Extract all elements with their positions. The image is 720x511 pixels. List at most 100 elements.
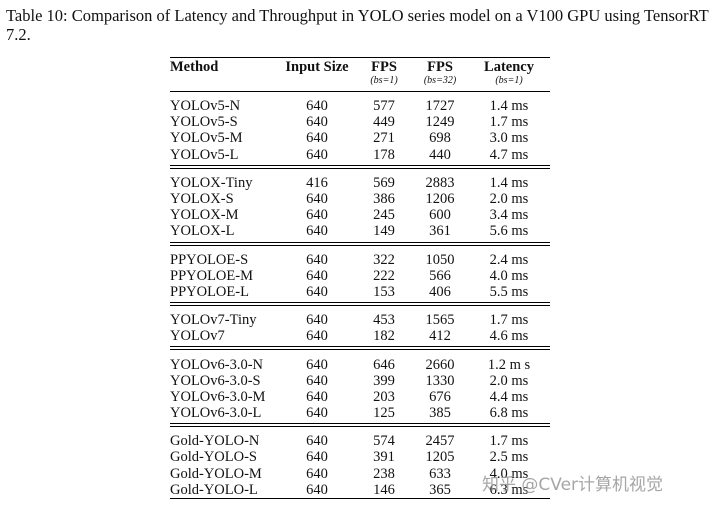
- header-fps-bs1-sub: (bs=1): [370, 75, 398, 86]
- latency-cell: 4.7 ms: [468, 146, 550, 166]
- latency-cell: 1.7 ms: [489, 312, 529, 329]
- group-separator: [170, 346, 550, 351]
- fps-bs1-cell: 153: [356, 283, 412, 304]
- method-cell: Gold-YOLO-L: [170, 481, 278, 499]
- latency-cell: 1.4 ms: [489, 98, 529, 115]
- fps-bs32-cell: 600: [429, 207, 451, 224]
- fps-bs1-cell: 453: [373, 312, 395, 329]
- latency-cell: 2.0 ms: [489, 372, 529, 389]
- watermark: 知乎 @CVer计算机视觉: [482, 475, 664, 495]
- latency-cell: 1.7 ms: [489, 433, 529, 450]
- fps-bs1-cell: 125: [356, 405, 412, 425]
- method-cell: Gold-YOLO-M: [170, 465, 262, 482]
- group-separator-line: [170, 302, 550, 307]
- latency-cell: 2.0 ms: [489, 191, 529, 208]
- method-cell: YOLOX-Tiny: [170, 174, 253, 191]
- latency-cell: 6.8 ms: [468, 405, 550, 425]
- header-fps-bs32-sub: (bs=32): [423, 75, 457, 86]
- fps-bs1-cell: 222: [373, 267, 395, 284]
- latency-cell: 3.0 ms: [489, 130, 529, 147]
- table-row: Gold-YOLO-N 640 574 2457 1.7 ms: [170, 427, 550, 450]
- fps-bs32-cell: 1727: [425, 98, 455, 115]
- method-cell: Gold-YOLO-S: [170, 449, 257, 466]
- table-row: PPYOLOE-M 640 222 566 4.0 ms: [170, 268, 550, 284]
- input-size-cell: 640: [306, 356, 328, 373]
- input-size-cell: 640: [278, 405, 356, 425]
- table-row: YOLOX-Tiny 416 569 2883 1.4 ms: [170, 168, 550, 191]
- group-separator-line: [170, 423, 550, 428]
- table-row: YOLOv5-L 640 178 440 4.7 ms: [170, 146, 550, 166]
- header-method: Method: [170, 57, 278, 92]
- table-body: YOLOv5-N 640 577 1727 1.4 ms YOLOv5-S 640 449 12…: [170, 92, 550, 499]
- fps-bs1-cell: 182: [356, 328, 412, 348]
- input-size-cell: 640: [306, 388, 328, 405]
- latency-cell: 5.5 ms: [468, 283, 550, 304]
- input-size-cell: 640: [306, 251, 328, 268]
- method-cell: YOLOv7: [170, 328, 278, 348]
- table-caption: Table 10: Comparison of Latency and Thro…: [6, 6, 709, 44]
- fps-bs1-cell: 245: [373, 207, 395, 224]
- fps-bs1-cell: 203: [373, 388, 395, 405]
- fps-bs32-cell: 365: [412, 481, 468, 499]
- method-cell: YOLOv5-S: [170, 114, 238, 131]
- table-row: YOLOv7-Tiny 640 453 1565 1.7 ms: [170, 306, 550, 329]
- header-row: Method Input Size FPS (bs=1) FPS (bs=32) L…: [170, 57, 550, 92]
- table-row: YOLOv6-3.0-M 640 203 676 4.4 ms: [170, 389, 550, 405]
- fps-bs1-cell: 577: [373, 98, 395, 115]
- fps-bs1-cell: 391: [373, 449, 395, 466]
- input-size-cell: 640: [278, 328, 356, 348]
- fps-bs1-cell: 149: [356, 223, 412, 243]
- fps-bs1-cell: 238: [373, 465, 395, 482]
- input-size-cell: 640: [306, 114, 328, 131]
- fps-bs32-cell: 1050: [425, 251, 455, 268]
- method-cell: YOLOv5-N: [170, 98, 241, 115]
- fps-bs32-cell: 406: [412, 283, 468, 304]
- fps-bs32-cell: 1249: [425, 114, 455, 131]
- table-row: Gold-YOLO-S 640 391 1205 2.5 ms: [170, 449, 550, 465]
- table-row: PPYOLOE-L 640 153 406 5.5 ms: [170, 283, 550, 304]
- method-cell: YOLOv7-Tiny: [170, 312, 257, 329]
- latency-cell: 4.6 ms: [468, 328, 550, 348]
- results-table: Method Input Size FPS (bs=1) FPS (bs=32) L…: [170, 57, 550, 499]
- fps-bs1-cell: 569: [373, 174, 395, 191]
- latency-cell: 4.4 ms: [489, 388, 529, 405]
- header-fps-bs32: FPS (bs=32): [412, 57, 468, 92]
- fps-bs32-cell: 412: [412, 328, 468, 348]
- table-row: YOLOv5-M 640 271 698 3.0 ms: [170, 130, 550, 146]
- latency-cell: 4.0 ms: [489, 267, 529, 284]
- latency-cell: 1.4 ms: [489, 174, 529, 191]
- table-row: YOLOv6-3.0-S 640 399 1330 2.0 ms: [170, 373, 550, 389]
- method-cell: YOLOv6-3.0-S: [170, 372, 261, 389]
- method-cell: YOLOv6-3.0-L: [170, 405, 278, 425]
- input-size-cell: 640: [306, 433, 328, 450]
- fps-bs32-cell: 2883: [425, 174, 455, 191]
- table-row: YOLOv5-S 640 449 1249 1.7 ms: [170, 114, 550, 130]
- fps-bs1-cell: 271: [373, 130, 395, 147]
- method-cell: YOLOv6-3.0-N: [170, 356, 264, 373]
- table-row: Gold-YOLO-M 640 238 633 4.0 ms: [170, 466, 550, 482]
- group-separator: [170, 302, 550, 307]
- input-size-cell: 640: [306, 98, 328, 115]
- table-row: YOLOv6-3.0-L 640 125 385 6.8 ms: [170, 405, 550, 425]
- fps-bs1-cell: 574: [373, 433, 395, 450]
- table-row: YOLOX-L 640 149 361 5.6 ms: [170, 223, 550, 243]
- method-cell: YOLOv6-3.0-M: [170, 388, 266, 405]
- table-row: YOLOX-M 640 245 600 3.4 ms: [170, 207, 550, 223]
- fps-bs1-cell: 146: [356, 481, 412, 499]
- method-cell: PPYOLOE-S: [170, 251, 249, 268]
- group-separator-line: [170, 242, 550, 246]
- group-separator: [170, 165, 550, 169]
- fps-bs32-cell: 2457: [425, 433, 455, 450]
- latency-cell: 3.4 ms: [489, 207, 529, 224]
- table-row: YOLOv5-N 640 577 1727 1.4 ms: [170, 92, 550, 115]
- method-cell: YOLOX-L: [170, 223, 278, 243]
- fps-bs1-cell: 399: [373, 372, 395, 389]
- latency-cell: 1.2 m s: [487, 356, 531, 373]
- fps-bs32-cell: 1206: [425, 191, 455, 208]
- fps-bs32-cell: 440: [412, 146, 468, 166]
- table-row: YOLOX-S 640 386 1206 2.0 ms: [170, 191, 550, 207]
- latency-cell: 4.0 ms: [489, 465, 529, 482]
- method-cell: PPYOLOE-L: [170, 283, 278, 304]
- method-cell: PPYOLOE-M: [170, 267, 253, 284]
- fps-bs32-cell: 1205: [425, 449, 455, 466]
